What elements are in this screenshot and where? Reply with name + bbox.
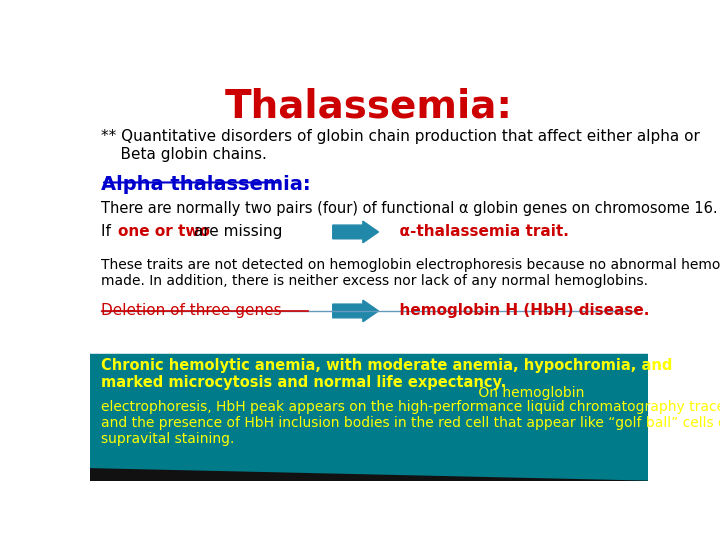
FancyArrow shape xyxy=(333,221,379,243)
Text: ** Quantitative disorders of globin chain production that affect either alpha or: ** Quantitative disorders of globin chai… xyxy=(101,129,700,161)
Text: There are normally two pairs (four) of functional α globin genes on chromosome 1: There are normally two pairs (four) of f… xyxy=(101,201,718,216)
Polygon shape xyxy=(90,354,648,481)
Text: α-thalassemia trait.: α-thalassemia trait. xyxy=(389,225,568,239)
Text: Alpha thalassemia:: Alpha thalassemia: xyxy=(101,175,311,194)
Text: Thalassemia:: Thalassemia: xyxy=(225,87,513,126)
Text: electrophoresis, HbH peak appears on the high-performance liquid chromatography : electrophoresis, HbH peak appears on the… xyxy=(101,400,720,446)
Text: If: If xyxy=(101,225,116,239)
Text: Deletion of three genes: Deletion of three genes xyxy=(101,303,282,319)
Text: are missing: are missing xyxy=(189,225,283,239)
FancyArrow shape xyxy=(333,300,379,322)
Text: one or two: one or two xyxy=(118,225,210,239)
Text: Chronic hemolytic anemia, with moderate anemia, hypochromia, and
marked microcyt: Chronic hemolytic anemia, with moderate … xyxy=(101,358,672,390)
Text: These traits are not detected on hemoglobin electrophoresis because no abnormal : These traits are not detected on hemoglo… xyxy=(101,258,720,288)
Text: hemoglobin H (HbH) disease.: hemoglobin H (HbH) disease. xyxy=(389,303,649,319)
Bar xyxy=(90,354,648,481)
Text: On hemoglobin: On hemoglobin xyxy=(474,386,584,400)
